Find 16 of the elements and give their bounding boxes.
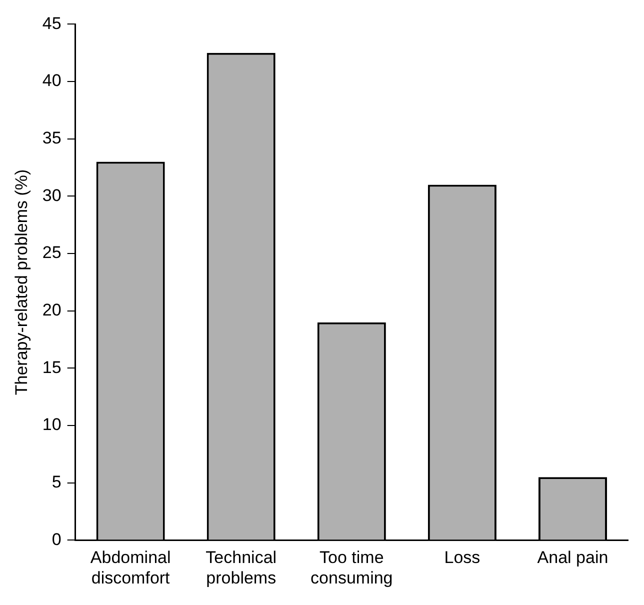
y-tick-label: 40 [42, 71, 62, 90]
x-tick-label: Abdominal discomfort [90, 548, 171, 588]
y-tick-label: 10 [42, 415, 62, 434]
x-tick-label: Anal pain [537, 548, 608, 568]
x-tick-label: Loss [444, 548, 480, 568]
y-tick-label: 35 [42, 128, 62, 148]
y-tick-label: 0 [52, 530, 62, 549]
y-tick-label: 15 [42, 358, 62, 377]
y-tick-label: 30 [42, 186, 62, 205]
y-tick-label: 5 [52, 472, 62, 492]
y-tick-label: 25 [42, 243, 62, 262]
x-tick-label: Too time consuming [310, 548, 393, 588]
x-tick-label: Technical problems [206, 548, 277, 588]
y-axis-title: Therapy-related problems (%) [12, 169, 31, 396]
y-tick-label: 45 [42, 14, 62, 33]
y-tick-label: 20 [42, 300, 62, 320]
